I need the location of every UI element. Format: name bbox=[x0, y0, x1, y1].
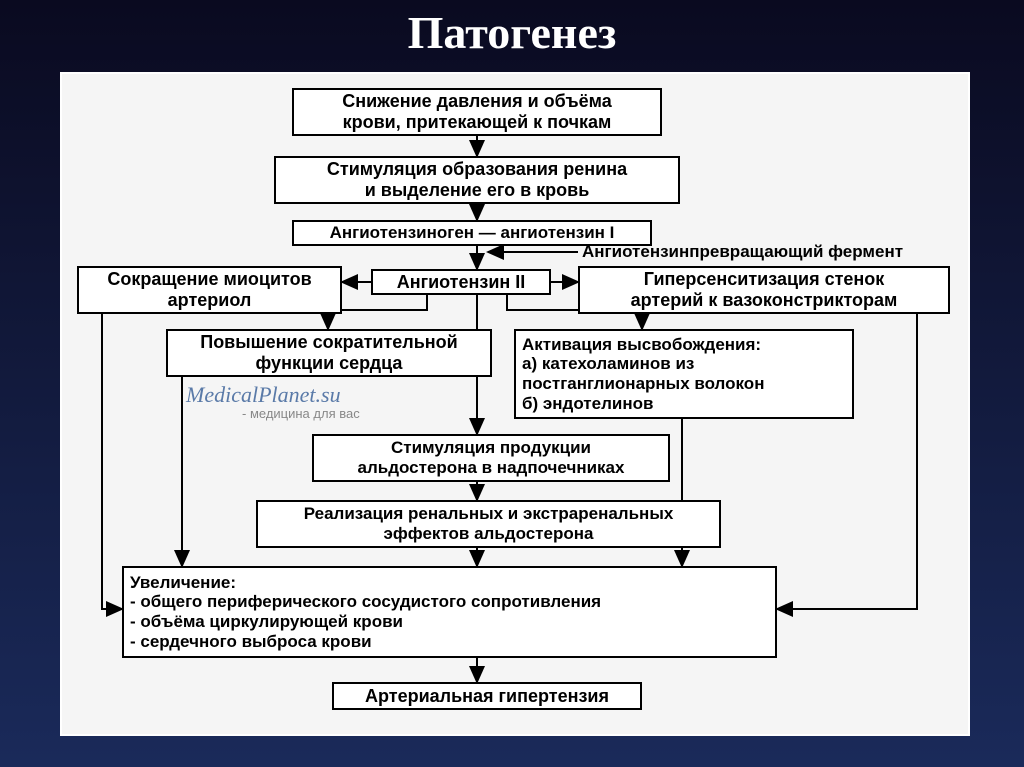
slide: Патогенез bbox=[0, 0, 1024, 767]
node-angiotensin-ii: Ангиотензин II bbox=[371, 269, 551, 295]
node-aldosterone-effects: Реализация ренальных и экстраренальныхэф… bbox=[256, 500, 721, 548]
label-ace: Ангиотензинпревращающий фермент bbox=[582, 242, 903, 262]
flowchart: Снижение давления и объёмакрови, притека… bbox=[62, 74, 968, 734]
node-arteriole-contraction: Сокращение миоцитовартериол bbox=[77, 266, 342, 314]
node-aldosterone-production: Стимуляция продукцииальдостерона в надпо… bbox=[312, 434, 670, 482]
page-title: Патогенез bbox=[0, 0, 1024, 59]
node-renin-stimulation: Стимуляция образования ренинаи выделение… bbox=[274, 156, 680, 204]
node-arterial-hypertension: Артериальная гипертензия bbox=[332, 682, 642, 710]
node-pressure-drop: Снижение давления и объёмакрови, притека… bbox=[292, 88, 662, 136]
watermark-main: MedicalPlanet.su bbox=[186, 382, 341, 408]
node-increase: Увеличение:- общего периферического сосу… bbox=[122, 566, 777, 658]
node-cardiac-contractility: Повышение сократительнойфункции сердца bbox=[166, 329, 492, 377]
node-hypersensitization: Гиперсенситизация стенокартерий к вазоко… bbox=[578, 266, 950, 314]
node-catecholamine-release: Активация высвобождения:а) катехоламинов… bbox=[514, 329, 854, 419]
diagram-container: Снижение давления и объёмакрови, притека… bbox=[60, 72, 970, 736]
watermark-sub: - медицина для вас bbox=[242, 406, 360, 421]
